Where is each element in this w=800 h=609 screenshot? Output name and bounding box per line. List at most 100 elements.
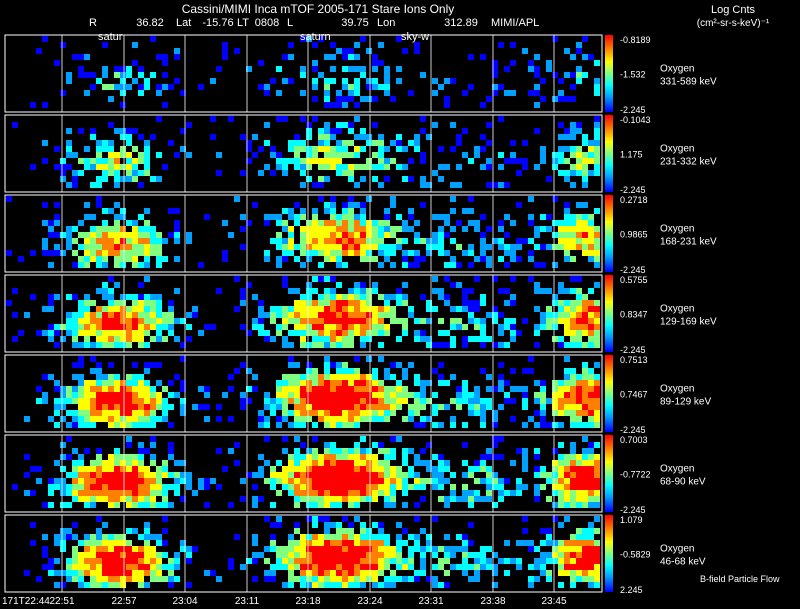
heatmap-cell [132,386,138,392]
heatmap-cell [54,484,60,490]
heatmap-cell [588,564,594,570]
heatmap-cell [78,170,84,176]
heatmap-cell [486,122,492,128]
heatmap-cell [276,238,282,244]
heatmap-cell [534,226,540,232]
heatmap-cell [384,546,390,552]
heatmap-cell [420,478,426,484]
heatmap-cell [486,158,492,164]
heatmap-cell [294,410,300,416]
heatmap-cell [150,502,156,508]
heatmap-cell [372,226,378,232]
heatmap-cell [534,306,540,312]
heatmap-cell [156,312,162,318]
heatmap-cell [72,558,78,564]
heatmap-cell [72,362,78,368]
heatmap-cell [246,368,252,374]
heatmap-cell [366,244,372,250]
heatmap-cells [30,36,600,108]
heatmap-cell [120,318,126,324]
heatmap-cell [462,496,468,502]
heatmap-cell [294,146,300,152]
heatmap-cell [126,490,132,496]
heatmap-cell [342,392,348,398]
heatmap-cell [360,534,366,540]
heatmap-cell [390,398,396,404]
heatmap-cell [492,90,498,96]
heatmap-cell [576,380,582,386]
heatmap-cell [150,398,156,404]
heatmap-cell [234,534,240,540]
heatmap-cell [42,202,48,208]
heatmap-cell [402,558,408,564]
heatmap-cell [300,182,306,188]
heatmap-cell [390,392,396,398]
heatmap-cell [342,374,348,380]
heatmap-cell [336,170,342,176]
heatmap-cell [294,324,300,330]
heatmap-cell [588,484,594,490]
heatmap-cell [102,306,108,312]
heatmap-cell [108,152,114,158]
heatmap-cell [594,238,600,244]
heatmap-cell [516,558,522,564]
heatmap-cell [126,318,132,324]
heatmap-cell [78,576,84,582]
heatmap-cell [102,416,108,422]
heatmap-cell [558,392,564,398]
heatmap-cell [372,392,378,398]
heatmap-cell [378,404,384,410]
heatmap-cell [324,516,330,522]
heatmap-cell [558,404,564,410]
heatmap-cell [552,152,558,158]
heatmap-cell [168,392,174,398]
heatmap-cell [336,362,342,368]
units-line1: Log Cnts [711,4,756,16]
heatmap-cell [378,386,384,392]
heatmap-cell [318,540,324,546]
heatmap-cell [498,244,504,250]
heatmap-cell [126,140,132,146]
heatmap-cell [420,386,426,392]
heatmap-cell [384,490,390,496]
heatmap-cell [132,170,138,176]
heatmap-cell [570,404,576,410]
heatmap-cell [30,250,36,256]
heatmap-cell [144,318,150,324]
heatmap-cell [108,478,114,484]
heatmap-cell [144,294,150,300]
heatmap-cell [390,250,396,256]
heatmap-cell [96,558,102,564]
heatmap-cell [318,72,324,78]
heatmap-cell [66,182,72,188]
heatmap-cell [138,386,144,392]
heatmap-cell [588,570,594,576]
heatmap-cell [516,158,522,164]
heatmap-cell [564,564,570,570]
heatmap-cell [522,158,528,164]
heatmap-cell [390,472,396,478]
heatmap-cell [156,478,162,484]
heatmap-cell [342,220,348,226]
heatmap-cell [96,368,102,374]
heatmap-cell [510,330,516,336]
heatmap-cell [36,48,42,54]
heatmap-cell [564,478,570,484]
heatmap-cell [276,392,282,398]
heatmap-cell [294,496,300,502]
heatmap-cell [102,42,108,48]
heatmap-cell [576,226,582,232]
heatmap-cell [366,140,372,146]
heatmap-cell [222,48,228,54]
heatmap-cell [222,466,228,472]
heatmap-cell [588,540,594,546]
heatmap-cell [570,490,576,496]
heatmap-cell [360,306,366,312]
heatmap-cell [156,576,162,582]
heatmap-cell [258,146,264,152]
heatmap-cell [126,238,132,244]
heatmap-cell [330,134,336,140]
heatmap-cell [138,582,144,588]
heatmap-cell [168,582,174,588]
